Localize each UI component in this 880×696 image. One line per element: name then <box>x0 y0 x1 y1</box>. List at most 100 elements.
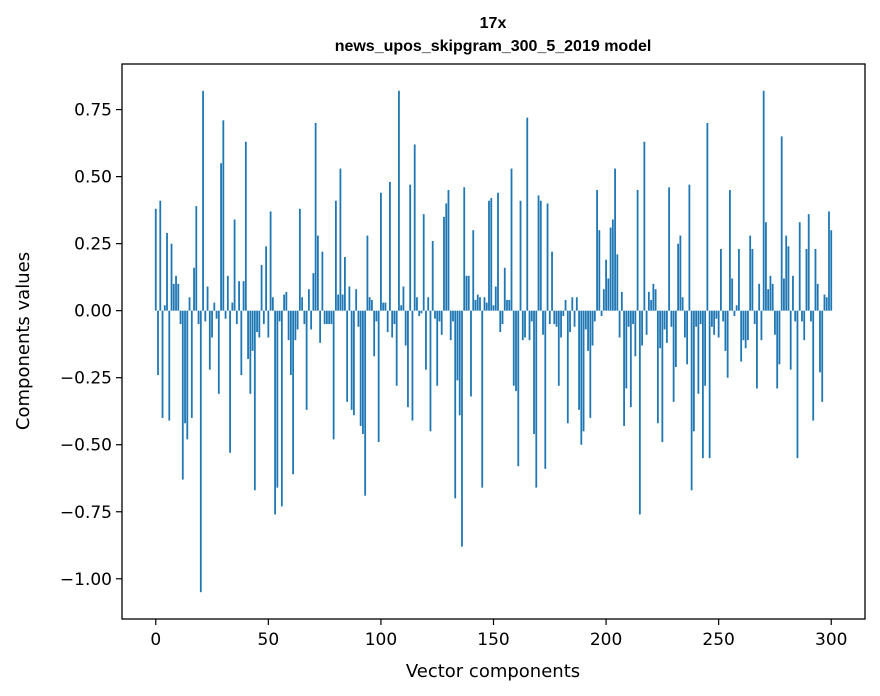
y-axis-label: Components values <box>13 252 34 430</box>
bar-123 <box>431 240 434 311</box>
bar-266 <box>753 310 756 325</box>
bar-271 <box>765 222 767 311</box>
bar-66 <box>303 310 306 325</box>
bar-204 <box>614 168 616 311</box>
bar-224 <box>659 310 662 349</box>
bar-58 <box>285 291 288 311</box>
bar-163 <box>521 310 524 341</box>
bar-129 <box>445 203 448 311</box>
bar-17 <box>193 267 195 311</box>
bar-201 <box>607 278 610 311</box>
bar-198 <box>600 310 603 317</box>
bar-159 <box>512 310 515 386</box>
bar-6 <box>168 310 171 421</box>
y-tick-label: −0.50 <box>60 436 112 456</box>
bar-203 <box>611 219 614 311</box>
bar-164 <box>524 310 526 338</box>
bar-262 <box>744 310 747 349</box>
y-tick-label: −1.00 <box>60 570 112 590</box>
bar-31 <box>224 310 227 319</box>
bar-179 <box>557 310 560 386</box>
bar-34 <box>231 302 234 311</box>
bar-220 <box>650 299 653 311</box>
bar-216 <box>641 310 643 346</box>
bar-282 <box>789 310 792 370</box>
chart-title-line2: news_upos_skipgram_300_5_2019 model <box>335 38 652 55</box>
bar-267 <box>756 310 758 389</box>
bar-26 <box>213 302 216 311</box>
bar-119 <box>422 214 425 311</box>
bar-263 <box>747 310 749 341</box>
bar-8 <box>172 283 175 311</box>
bar-83 <box>341 294 344 311</box>
bar-290 <box>807 214 810 311</box>
bar-292 <box>812 310 815 421</box>
bar-299 <box>828 211 830 311</box>
bar-139 <box>467 275 470 311</box>
bar-142 <box>474 299 477 311</box>
bar-244 <box>704 310 707 386</box>
bar-195 <box>593 310 596 322</box>
bar-25 <box>211 310 213 338</box>
bar-84 <box>344 257 346 311</box>
bar-295 <box>819 310 821 373</box>
bar-259 <box>738 249 740 311</box>
bar-191 <box>584 310 587 330</box>
x-axis-label: Vector components <box>406 661 580 682</box>
bar-184 <box>569 310 571 333</box>
bar-227 <box>665 310 668 343</box>
bar-167 <box>530 310 533 322</box>
bar-250 <box>717 310 720 338</box>
bar-106 <box>393 310 396 325</box>
bar-243 <box>701 310 704 459</box>
bar-24 <box>208 310 211 370</box>
bar-87 <box>350 310 353 410</box>
bar-78 <box>330 310 333 325</box>
bar-296 <box>821 310 824 402</box>
bar-210 <box>627 310 630 327</box>
bar-72 <box>316 235 319 311</box>
bar-121 <box>427 297 430 311</box>
bar-18 <box>195 206 198 311</box>
bar-172 <box>542 310 544 335</box>
bar-65 <box>301 297 304 311</box>
bar-242 <box>699 310 702 325</box>
bar-60 <box>289 310 292 376</box>
bar-103 <box>386 310 389 333</box>
bar-231 <box>674 310 677 367</box>
bar-62 <box>294 310 297 341</box>
bar-80 <box>334 200 337 311</box>
bar-134 <box>456 310 459 381</box>
bar-32 <box>226 275 229 311</box>
bar-253 <box>724 310 727 351</box>
bar-174 <box>546 203 549 311</box>
bar-10 <box>177 283 180 311</box>
bar-74 <box>321 251 324 311</box>
bar-192 <box>587 310 589 351</box>
bar-277 <box>778 310 781 365</box>
bar-70 <box>312 273 315 311</box>
bar-132 <box>452 310 454 322</box>
bar-251 <box>720 249 722 311</box>
bar-298 <box>825 297 828 311</box>
x-tick-label: 250 <box>702 630 734 650</box>
bar-117 <box>418 310 421 317</box>
bar-177 <box>553 310 556 325</box>
bar-182 <box>564 299 567 311</box>
bar-16 <box>190 310 193 418</box>
bar-115 <box>413 144 416 311</box>
bar-92 <box>362 310 364 434</box>
bar-85 <box>346 310 349 402</box>
bar-272 <box>767 289 770 311</box>
bar-0 <box>154 208 157 311</box>
bar-38 <box>240 310 243 376</box>
bar-120 <box>425 310 427 370</box>
bar-101 <box>382 302 385 311</box>
bar-186 <box>573 310 576 327</box>
bar-278 <box>780 136 783 311</box>
bar-27 <box>215 310 218 319</box>
bar-170 <box>537 195 540 311</box>
bar-275 <box>774 310 776 335</box>
bar-147 <box>485 302 488 311</box>
bar-12 <box>181 310 184 480</box>
